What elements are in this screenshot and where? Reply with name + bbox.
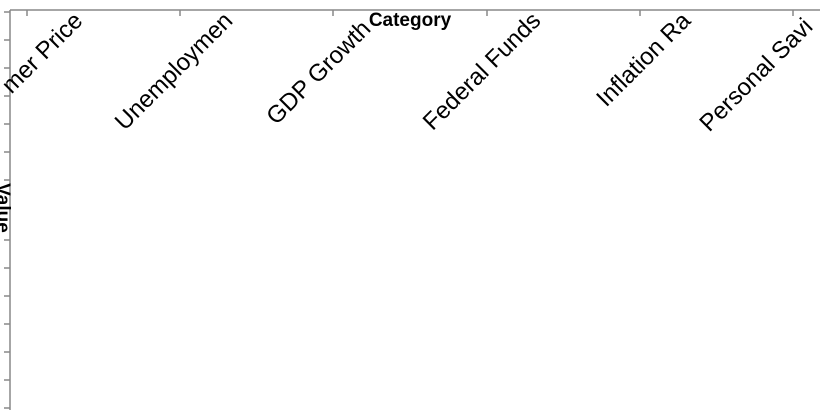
x-tick-label: Unemploymen [110, 7, 239, 136]
x-tick-label: Inflation Ra [591, 7, 696, 112]
y-axis-ticks [4, 11, 10, 409]
x-tick-label: GDP Growth [261, 15, 376, 130]
x-tick-label: mer Price [0, 7, 88, 99]
y-axis-title: Value [0, 183, 13, 233]
x-tick-label: Personal Savi [694, 13, 818, 137]
x-axis-title: Category [369, 10, 452, 31]
